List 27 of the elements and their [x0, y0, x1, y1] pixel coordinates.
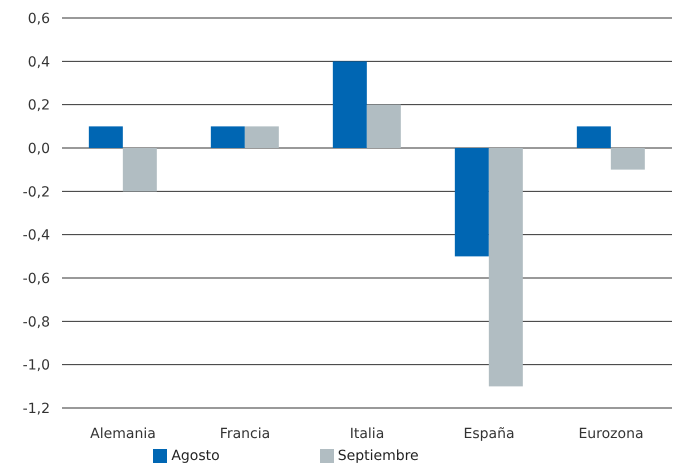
y-tick-label: 0,4	[28, 54, 50, 70]
x-tick-label: España	[463, 426, 515, 442]
x-tick-label: Italia	[350, 426, 384, 442]
bar	[210, 126, 245, 148]
y-tick-label: -0,2	[22, 184, 50, 200]
legend-label: Agosto	[171, 448, 220, 464]
bar	[576, 126, 611, 148]
y-tick-label: 0,0	[28, 140, 50, 157]
y-tick-label: -0,8	[22, 314, 50, 330]
bar	[366, 104, 401, 148]
bar	[244, 126, 279, 148]
x-tick-label: Francia	[220, 426, 270, 442]
bar	[122, 148, 157, 192]
x-tick-label: Alemania	[90, 426, 156, 442]
bar	[610, 148, 645, 170]
bar	[88, 126, 123, 148]
y-tick-label: -1,0	[22, 358, 50, 374]
y-tick-label: 0,2	[28, 98, 50, 114]
bar	[332, 61, 367, 148]
y-tick-label: -0,6	[22, 270, 50, 287]
y-tick-label: -1,2	[22, 400, 50, 417]
y-tick-label: -0,4	[22, 228, 50, 244]
bar	[488, 148, 523, 386]
bar	[454, 148, 489, 256]
x-tick-label: Eurozona	[578, 426, 644, 442]
y-tick-label: 0,6	[28, 10, 50, 27]
legend-label: Septiembre	[338, 448, 419, 464]
